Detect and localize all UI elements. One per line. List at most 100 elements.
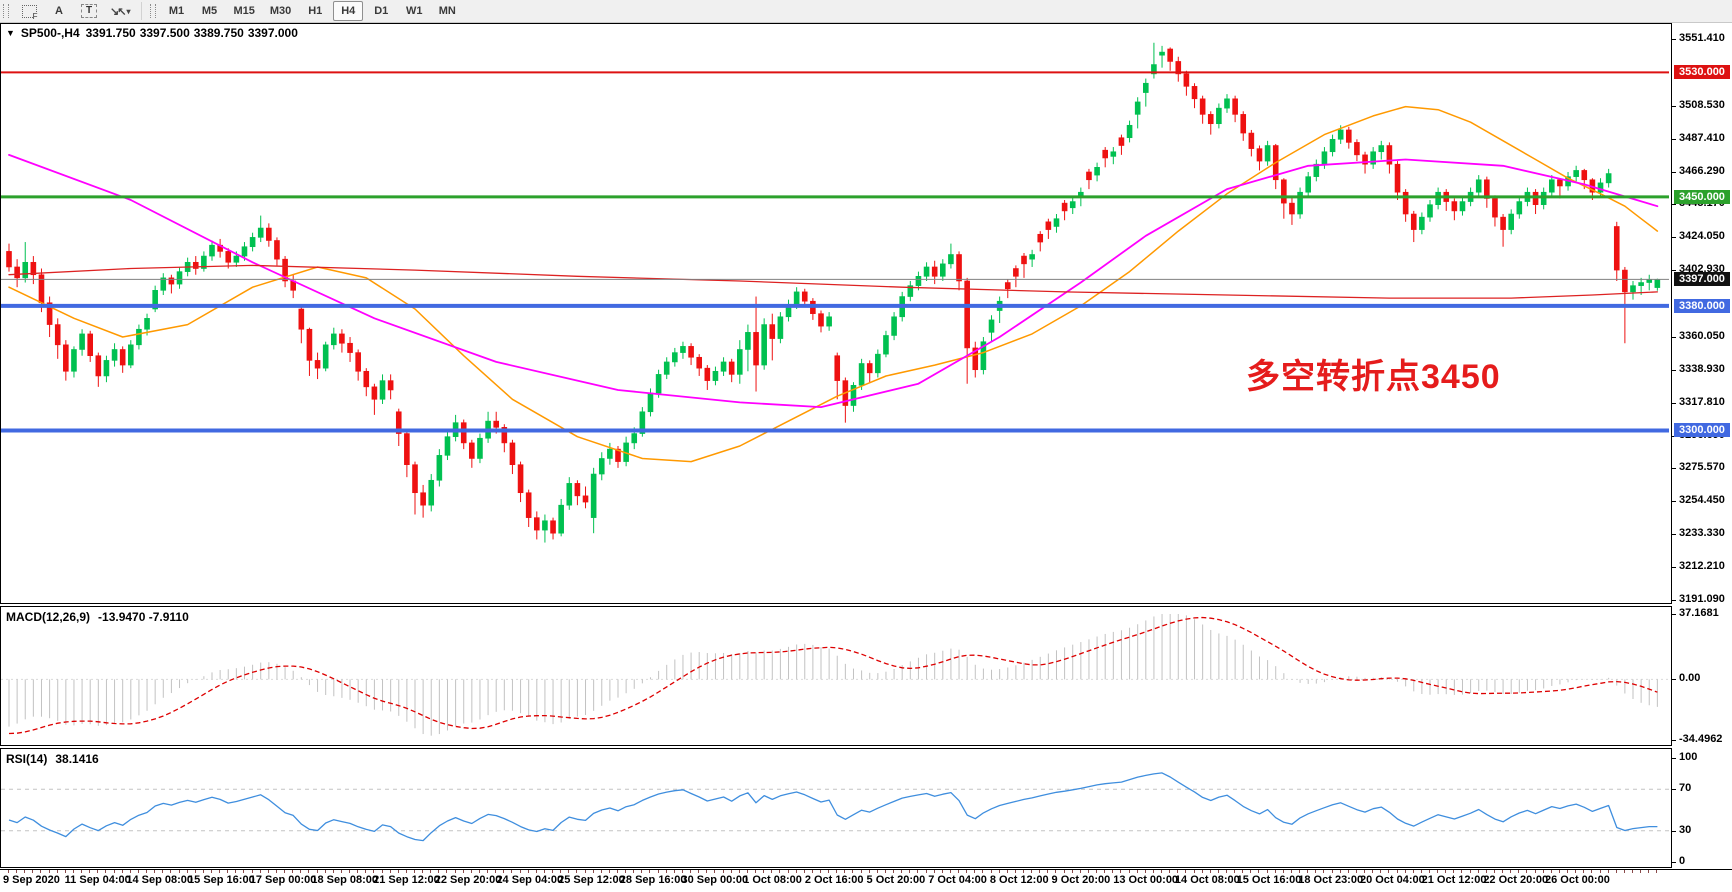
bar-tick bbox=[292, 870, 294, 873]
bar-tick bbox=[909, 870, 911, 873]
macd-indicator-panel[interactable] bbox=[0, 606, 1672, 746]
bar-tick bbox=[763, 870, 765, 873]
bar-tick bbox=[714, 870, 716, 873]
rsi-tick-label: 100 bbox=[1679, 751, 1698, 763]
macd-tick-label: 37.1681 bbox=[1679, 607, 1719, 619]
bar-tick bbox=[64, 870, 66, 873]
bar-tick bbox=[746, 870, 748, 873]
timeframe-group-handle[interactable] bbox=[150, 4, 157, 18]
price-tick-label: 3487.410 bbox=[1679, 131, 1725, 144]
bar-tick bbox=[982, 870, 984, 873]
bar-tick bbox=[552, 870, 554, 873]
bar-tick bbox=[584, 870, 586, 873]
bar-tick bbox=[1299, 870, 1301, 873]
candlestick-chart[interactable] bbox=[1, 24, 1669, 601]
bar-tick bbox=[1632, 870, 1633, 873]
rsi-tick-label: 30 bbox=[1679, 823, 1692, 836]
bar-tick bbox=[617, 870, 618, 873]
timeframe-button-m15[interactable]: M15 bbox=[233, 5, 255, 17]
timeframe-button-d1[interactable]: D1 bbox=[374, 5, 389, 17]
rsi-label: RSI(14) 38.1416 bbox=[6, 752, 99, 766]
timeframe-button-mn[interactable]: MN bbox=[438, 5, 456, 17]
bar-tick bbox=[1096, 870, 1098, 873]
bar-tick bbox=[527, 870, 529, 873]
time-label: 11 Sep 04:00 bbox=[64, 874, 131, 886]
macd-tick bbox=[1672, 739, 1676, 741]
bar-tick bbox=[389, 870, 391, 873]
macd-tick bbox=[1672, 679, 1676, 681]
arrows-dropdown-button[interactable]: ↘↖ ▾ bbox=[104, 1, 136, 21]
timeframe-button-w1[interactable]: W1 bbox=[406, 5, 423, 17]
bar-tick bbox=[1656, 870, 1658, 873]
symbol-dropdown-icon[interactable]: ▼ bbox=[6, 28, 15, 38]
bar-tick bbox=[40, 870, 42, 873]
bar-tick bbox=[56, 870, 58, 873]
time-axis[interactable]: 9 Sep 2020 11 Sep 04:00 14 Sep 08:00 15 Sep… bbox=[0, 869, 1732, 892]
macd-histogram bbox=[8, 614, 1658, 736]
bar-tick bbox=[1364, 870, 1366, 873]
bar-tick bbox=[925, 870, 927, 873]
bar-tick bbox=[1477, 870, 1479, 873]
bar-tick bbox=[933, 870, 935, 873]
toolbar-drag-handle[interactable] bbox=[3, 4, 9, 18]
bar-tick bbox=[251, 870, 253, 873]
price-badge-3530.000: 3530.000 bbox=[1674, 65, 1730, 80]
bar-tick bbox=[974, 870, 976, 873]
price-tick-label: 3424.050 bbox=[1679, 230, 1725, 243]
bar-tick bbox=[1177, 870, 1179, 873]
time-label: 20 Oct 04:00 bbox=[1359, 874, 1425, 886]
bar-tick bbox=[1542, 870, 1544, 873]
bar-tick bbox=[1623, 870, 1625, 873]
bar-tick bbox=[300, 870, 302, 873]
price-chart-panel[interactable] bbox=[0, 23, 1672, 604]
bar-tick bbox=[1420, 870, 1422, 873]
bar-tick bbox=[519, 870, 521, 873]
bar-tick bbox=[1136, 870, 1138, 873]
timeframe-button-m1[interactable]: M1 bbox=[168, 5, 185, 17]
text-label-button[interactable]: T bbox=[74, 1, 104, 21]
price-tick-label: 3551.410 bbox=[1679, 32, 1725, 44]
bar-tick bbox=[470, 870, 472, 873]
price-tick-label: 3466.290 bbox=[1679, 164, 1725, 177]
bar-tick bbox=[1510, 870, 1512, 873]
dotted-frame-icon-button[interactable]: F bbox=[14, 1, 44, 21]
bar-tick bbox=[771, 870, 773, 873]
time-label: 13 Oct 00:00 bbox=[1113, 874, 1179, 886]
rsi-indicator-panel[interactable] bbox=[0, 748, 1672, 868]
bar-tick bbox=[860, 870, 862, 873]
timeframe-button-m5[interactable]: M5 bbox=[201, 5, 218, 17]
bar-tick bbox=[1217, 870, 1219, 873]
timeframe-button-m30[interactable]: M30 bbox=[269, 5, 292, 17]
price-axis[interactable]: 3551.4103508.5303487.4103466.2903445.170… bbox=[1672, 0, 1732, 869]
chart-annotation-text[interactable]: 多空转折点3450 bbox=[1246, 358, 1501, 396]
bar-tick bbox=[1518, 870, 1520, 873]
bar-tick bbox=[308, 870, 310, 873]
rsi-name: RSI(14) bbox=[6, 752, 48, 766]
ma-slow-red bbox=[8, 264, 1659, 299]
chevron-down-icon: ▾ bbox=[126, 6, 131, 16]
bar-tick bbox=[24, 870, 26, 873]
macd-chart[interactable] bbox=[1, 607, 1669, 743]
bar-tick bbox=[48, 870, 50, 873]
price-tick-label: 3508.530 bbox=[1679, 98, 1725, 111]
timeframe-button-h1[interactable]: H1 bbox=[308, 5, 323, 17]
bar-tick bbox=[1331, 870, 1333, 873]
bar-tick bbox=[495, 870, 497, 873]
bar-tick bbox=[1087, 870, 1089, 873]
bar-tick bbox=[1152, 870, 1154, 873]
bar-tick bbox=[16, 870, 18, 873]
bar-tick bbox=[194, 870, 196, 873]
bar-tick bbox=[1161, 870, 1163, 873]
bar-tick bbox=[560, 870, 562, 873]
time-label: 28 Sep 16:00 bbox=[619, 874, 687, 886]
bar-tick bbox=[105, 870, 107, 873]
macd-name: MACD(12,26,9) bbox=[6, 610, 91, 624]
price-tick-label: 3191.090 bbox=[1679, 593, 1725, 606]
rsi-chart[interactable] bbox=[1, 749, 1669, 865]
bar-tick bbox=[1502, 870, 1504, 873]
bar-tick bbox=[373, 870, 375, 873]
timeframe-button-h4[interactable]: H4 bbox=[333, 1, 364, 21]
bar-tick bbox=[836, 870, 838, 873]
font-button[interactable]: A bbox=[44, 1, 74, 21]
bar-tick bbox=[503, 870, 505, 873]
